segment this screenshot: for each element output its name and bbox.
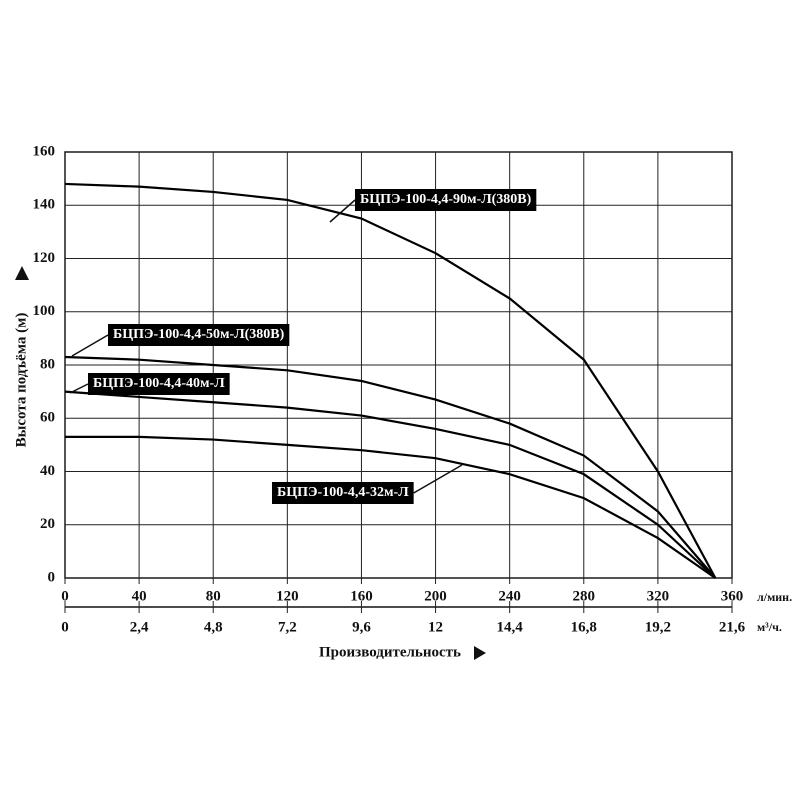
curve: [65, 435, 716, 579]
x-tick-label: 360: [721, 588, 744, 604]
curve-label: БЦПЭ-100-4,4-50м-Л(380В): [113, 327, 285, 342]
x2-tick-label: 14,4: [497, 619, 524, 635]
leader-line: [71, 334, 109, 357]
x-tick-label: 320: [647, 588, 670, 604]
x2-tick-label: 0: [61, 619, 69, 635]
label-box: [272, 482, 414, 504]
x-tick-label: 240: [498, 588, 521, 604]
x2-tick-label: 16,8: [571, 619, 597, 635]
y-tick-label: 100: [33, 303, 56, 319]
label-box: [88, 373, 230, 395]
x-arrow: [474, 646, 486, 660]
leader-line: [69, 383, 89, 394]
x-tick-label: 280: [573, 588, 596, 604]
x2-tick-label: 21,6: [719, 619, 746, 635]
leader-line: [329, 199, 356, 223]
y-tick-label: 20: [40, 516, 55, 532]
x2-tick-label: 12: [428, 619, 443, 635]
curve: [64, 390, 717, 579]
y-tick-label: 40: [40, 463, 55, 479]
curve-label: БЦПЭ-100-4,4-40м-Л: [93, 376, 225, 391]
y-tick-label: 80: [40, 356, 55, 372]
y-axis-title: Высота подъёма (м): [13, 313, 29, 448]
x-tick-label: 40: [132, 588, 147, 604]
curve-label: БЦПЭ-100-4,4-90м-Л(380В): [360, 192, 532, 207]
label-box: [355, 189, 537, 211]
x2-unit: м³/ч.: [757, 620, 782, 634]
curve: [64, 355, 717, 579]
x-axis-title: Производительность: [319, 644, 461, 660]
x2-tick-label: 2,4: [130, 619, 149, 635]
x2-tick-label: 9,6: [352, 619, 371, 635]
x-tick-label: 0: [61, 588, 69, 604]
x2-tick-label: 19,2: [645, 619, 671, 635]
y-tick-label: 140: [33, 197, 56, 213]
curve-label: БЦПЭ-100-4,4-32м-Л: [277, 485, 409, 500]
x-tick-label: 160: [350, 588, 373, 604]
x-unit: л/мин.: [757, 590, 792, 604]
x-tick-label: 80: [206, 588, 221, 604]
x2-tick-label: 7,2: [278, 619, 297, 635]
x-tick-label: 120: [276, 588, 299, 604]
y-tick-label: 160: [33, 143, 56, 159]
x2-tick-label: 4,8: [204, 619, 223, 635]
y-tick-label: 0: [48, 569, 56, 585]
curve: [64, 182, 717, 579]
y-tick-label: 60: [40, 410, 55, 426]
x-tick-label: 200: [424, 588, 447, 604]
leader-line: [413, 464, 463, 494]
y-arrow: [15, 266, 29, 280]
label-box: [108, 324, 290, 346]
y-tick-label: 120: [33, 250, 56, 266]
